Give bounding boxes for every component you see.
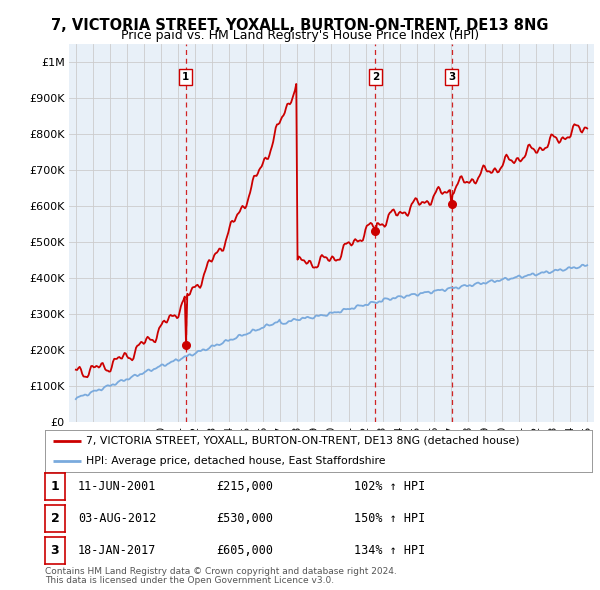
Text: £605,000: £605,000	[216, 544, 273, 557]
Text: 7, VICTORIA STREET, YOXALL, BURTON-ON-TRENT, DE13 8NG (detached house): 7, VICTORIA STREET, YOXALL, BURTON-ON-TR…	[86, 436, 520, 446]
Text: 1: 1	[50, 480, 59, 493]
Text: 03-AUG-2012: 03-AUG-2012	[78, 512, 157, 525]
Text: £215,000: £215,000	[216, 480, 273, 493]
Text: 2: 2	[372, 71, 379, 81]
Text: 2: 2	[50, 512, 59, 525]
Text: Contains HM Land Registry data © Crown copyright and database right 2024.: Contains HM Land Registry data © Crown c…	[45, 567, 397, 576]
Text: 11-JUN-2001: 11-JUN-2001	[78, 480, 157, 493]
Text: 3: 3	[50, 544, 59, 557]
Text: Price paid vs. HM Land Registry's House Price Index (HPI): Price paid vs. HM Land Registry's House …	[121, 30, 479, 42]
Text: £530,000: £530,000	[216, 512, 273, 525]
Text: 150% ↑ HPI: 150% ↑ HPI	[354, 512, 425, 525]
Text: This data is licensed under the Open Government Licence v3.0.: This data is licensed under the Open Gov…	[45, 576, 334, 585]
Text: 102% ↑ HPI: 102% ↑ HPI	[354, 480, 425, 493]
Text: 134% ↑ HPI: 134% ↑ HPI	[354, 544, 425, 557]
Text: HPI: Average price, detached house, East Staffordshire: HPI: Average price, detached house, East…	[86, 455, 386, 466]
Text: 1: 1	[182, 71, 189, 81]
Text: 18-JAN-2017: 18-JAN-2017	[78, 544, 157, 557]
Text: 7, VICTORIA STREET, YOXALL, BURTON-ON-TRENT, DE13 8NG: 7, VICTORIA STREET, YOXALL, BURTON-ON-TR…	[51, 18, 549, 32]
Text: 3: 3	[448, 71, 455, 81]
